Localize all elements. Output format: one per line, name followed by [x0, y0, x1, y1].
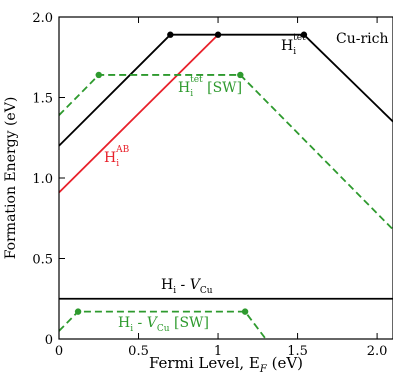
series-line-0 — [59, 33, 393, 147]
y-tick-label-1: 0.5 — [32, 253, 53, 268]
series-marker-2-1 — [237, 71, 244, 79]
series-marker-0-2 — [300, 31, 308, 38]
series-label-hi-ab: HiAB — [104, 145, 130, 169]
cu-rich-annotation: Cu-rich — [336, 31, 389, 47]
series-label-hi-vcu-sw: Hi - VCu [SW] — [118, 315, 209, 334]
series-marker-4-1 — [241, 308, 249, 315]
series-label-hi-vcu: Hi - VCu — [161, 277, 213, 296]
x-tick-label-0: 0 — [55, 344, 63, 359]
series-line-2 — [59, 74, 393, 231]
y-tick-label-0: 0 — [45, 333, 53, 348]
series-marker-4-0 — [74, 308, 82, 315]
x-tick-label-1: 0.5 — [128, 344, 149, 359]
series-line-4 — [59, 310, 267, 339]
x-axis-label: Fermi Level, EF (eV) — [149, 354, 303, 374]
series-marker-2-0 — [95, 71, 102, 79]
series-label-hi-tet: Hitet — [281, 33, 306, 57]
y-tick-label-2: 1.0 — [32, 172, 53, 187]
x-tick-label-3: 1.5 — [287, 344, 308, 359]
x-tick-label-4: 2.0 — [367, 344, 388, 359]
series-line-1 — [59, 34, 219, 194]
series-marker-0-0 — [167, 31, 174, 38]
y-tick-label-4: 2.0 — [32, 11, 53, 26]
x-tick-label-2: 1 — [214, 344, 222, 359]
series-label-hi-tet-sw: Hitet [SW] — [178, 75, 242, 99]
series-marker-0-1 — [214, 31, 222, 38]
y-tick-label-3: 1.5 — [32, 92, 53, 107]
y-axis-label: Formation Energy (eV) — [3, 97, 19, 260]
